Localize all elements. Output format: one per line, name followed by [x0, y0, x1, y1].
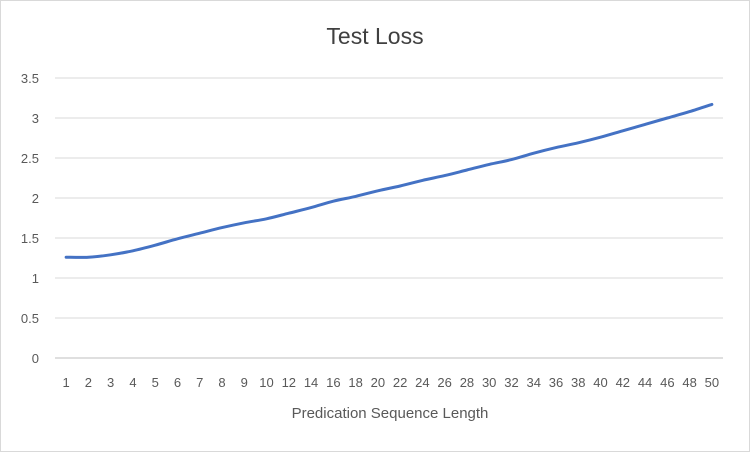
y-tick-label: 0: [32, 351, 39, 366]
x-tick-label: 3: [107, 375, 114, 390]
x-tick-label: 22: [393, 375, 407, 390]
x-tick-label: 48: [682, 375, 696, 390]
y-tick-label: 1.5: [21, 231, 39, 246]
y-tick-label: 3.5: [21, 71, 39, 86]
y-axis-ticks: 0 0.5 1 1.5 2 2.5 3 3.5: [21, 71, 39, 366]
x-tick-label: 40: [593, 375, 607, 390]
x-tick-label: 10: [259, 375, 273, 390]
x-tick-label: 34: [526, 375, 540, 390]
x-tick-label: 30: [482, 375, 496, 390]
series-line: [64, 102, 714, 259]
x-tick-label: 12: [282, 375, 296, 390]
x-tick-label: 36: [549, 375, 563, 390]
y-tick-label: 1: [32, 271, 39, 286]
x-tick-label: 50: [705, 375, 719, 390]
x-axis-ticks: 1 2 3 4 5 6 7 8 9 10 12 14 16 18 20 22 24 26 28 30 32 34 36 38 4…: [63, 375, 720, 390]
y-tick-label: 3: [32, 111, 39, 126]
x-tick-label: 7: [196, 375, 203, 390]
x-tick-label: 4: [129, 375, 136, 390]
x-tick-label: 16: [326, 375, 340, 390]
x-tick-label: 26: [437, 375, 451, 390]
x-tick-label: 38: [571, 375, 585, 390]
x-tick-label: 42: [616, 375, 630, 390]
y-tick-label: 0.5: [21, 311, 39, 326]
x-tick-label: 32: [504, 375, 518, 390]
x-tick-label: 18: [348, 375, 362, 390]
x-tick-label: 20: [371, 375, 385, 390]
x-tick-label: 2: [85, 375, 92, 390]
series-group: [64, 102, 714, 259]
x-tick-label: 1: [63, 375, 70, 390]
x-tick-label: 28: [460, 375, 474, 390]
x-tick-label: 14: [304, 375, 318, 390]
y-tick-label: 2: [32, 191, 39, 206]
x-tick-label: 46: [660, 375, 674, 390]
y-tick-label: 2.5: [21, 151, 39, 166]
x-tick-label: 8: [218, 375, 225, 390]
x-axis-label: Predication Sequence Length: [292, 405, 489, 422]
chart-title: Test Loss: [326, 23, 423, 49]
x-tick-label: 44: [638, 375, 652, 390]
x-tick-label: 24: [415, 375, 429, 390]
gridlines: [55, 77, 723, 359]
x-tick-label: 9: [241, 375, 248, 390]
x-tick-label: 6: [174, 375, 181, 390]
x-tick-label: 5: [152, 375, 159, 390]
